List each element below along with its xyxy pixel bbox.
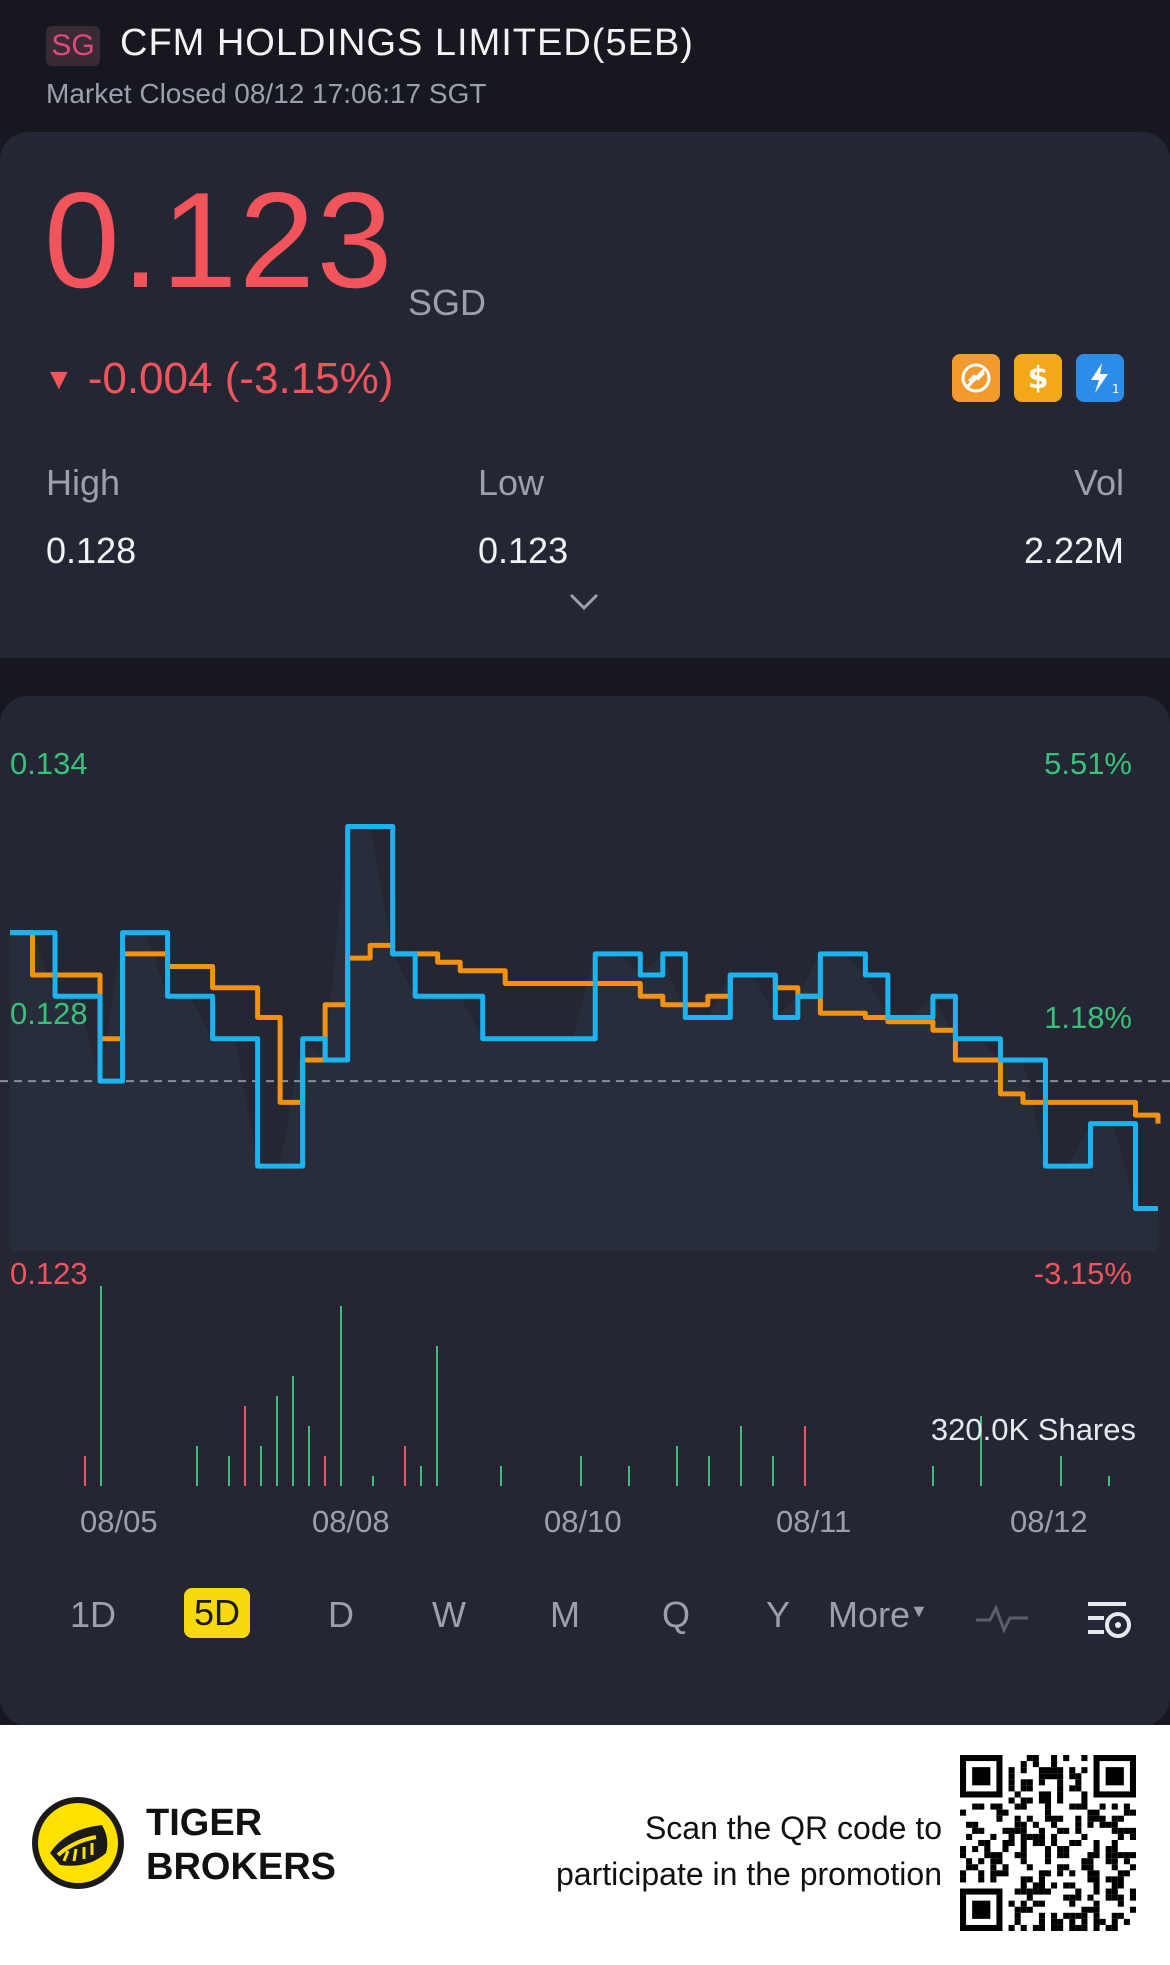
dollar-icon[interactable]: $ <box>1014 354 1062 402</box>
volume-bar <box>308 1426 310 1486</box>
volume-bar <box>1108 1476 1110 1486</box>
more-dropdown[interactable]: More▼ <box>828 1594 928 1636</box>
tab-m[interactable]: M <box>550 1594 580 1635</box>
y-pct-top: 5.51% <box>1044 746 1132 781</box>
tab-q[interactable]: Q <box>662 1594 691 1635</box>
y-label-bottom: 0.123 <box>10 1256 88 1291</box>
volume-bar <box>804 1426 806 1486</box>
currency-label: SGD <box>408 282 487 323</box>
volume-bar <box>980 1416 982 1486</box>
tiger-logo-icon <box>30 1795 126 1895</box>
chevron-down-icon[interactable] <box>566 590 602 618</box>
high-label: High <box>46 462 121 503</box>
volume-bar <box>580 1456 582 1486</box>
market-badge: SG <box>46 26 100 66</box>
promo-line2: participate in the promotion <box>556 1856 942 1892</box>
volume-bar <box>676 1446 678 1486</box>
x-label-0811: 08/11 <box>776 1504 852 1539</box>
y-pct-bottom: -3.15% <box>1033 1256 1132 1291</box>
promo-text: Scan the QR code to participate in the p… <box>556 1805 942 1897</box>
volume-bar <box>244 1406 246 1486</box>
low-label: Low <box>478 462 545 503</box>
svg-text:1: 1 <box>1112 382 1118 396</box>
lightning-level1-icon[interactable]: 1 <box>1076 354 1124 402</box>
promo-footer: TIGER BROKERS Scan the QR code to partic… <box>0 1725 1170 1965</box>
volume-bar <box>84 1456 86 1486</box>
volume-bar <box>100 1286 102 1486</box>
tab-d[interactable]: D <box>328 1594 354 1635</box>
volume-bar <box>628 1466 630 1486</box>
y-label-top: 0.134 <box>10 746 88 781</box>
price-chart[interactable] <box>0 696 1170 1726</box>
volume-bar <box>276 1396 278 1486</box>
volume-bar <box>420 1466 422 1486</box>
y-pct-mid: 1.18% <box>1044 1000 1132 1035</box>
chart-settings-icon[interactable] <box>1082 1594 1134 1646</box>
volume-bar <box>772 1456 774 1486</box>
vol-label: Vol <box>1073 462 1124 503</box>
down-triangle-icon: ▼ <box>44 363 74 396</box>
price-line <box>10 823 1158 1212</box>
volume-bar <box>932 1466 934 1486</box>
volume-bar <box>740 1426 742 1486</box>
volume-bar <box>436 1346 438 1486</box>
volume-bar <box>228 1456 230 1486</box>
volume-bar <box>372 1476 374 1486</box>
stock-title[interactable]: CFM HOLDINGS LIMITED(5EB) <box>120 22 694 64</box>
chart-card: 0.134 0.128 0.123 5.51% 1.18% -3.15% 320… <box>0 696 1170 1726</box>
more-label: More <box>828 1594 911 1635</box>
volume-bar <box>500 1466 502 1486</box>
quote-card: 0.123 SGD ▼ -0.004 (-3.15%) $ 1 High 0.12… <box>0 132 1170 658</box>
volume-bar <box>196 1446 198 1486</box>
volume-bar <box>1060 1456 1062 1486</box>
brand-line2: BROKERS <box>146 1846 337 1888</box>
volume-bar <box>260 1446 262 1486</box>
y-label-mid: 0.128 <box>10 996 88 1031</box>
indicator-icon[interactable] <box>974 1604 1030 1638</box>
x-label-0805: 08/05 <box>80 1504 158 1539</box>
qr-code[interactable] <box>960 1755 1136 1931</box>
header: SG CFM HOLDINGS LIMITED(5EB) Market Clos… <box>0 0 1170 130</box>
price-change: ▼ -0.004 (-3.15%) <box>44 354 393 404</box>
volume-bar <box>708 1456 710 1486</box>
price-change-value: -0.004 (-3.15%) <box>87 354 394 403</box>
tab-5d[interactable]: 5D <box>184 1588 251 1638</box>
tab-1d[interactable]: 1D <box>70 1594 117 1635</box>
tab-w[interactable]: W <box>432 1594 466 1635</box>
volume-bar <box>404 1446 406 1486</box>
high-value: 0.128 <box>46 530 137 571</box>
x-label-0808: 08/08 <box>312 1504 390 1539</box>
no-short-icon[interactable] <box>952 354 1000 402</box>
vol-value: 2.22M <box>1023 530 1124 571</box>
volume-bar <box>324 1456 326 1486</box>
svg-text:$: $ <box>1028 361 1049 396</box>
caret-down-icon: ▼ <box>910 1601 928 1621</box>
volume-bar <box>292 1376 294 1486</box>
feature-icons: $ 1 <box>952 354 1124 402</box>
promo-line1: Scan the QR code to <box>644 1810 942 1846</box>
tab-y[interactable]: Y <box>766 1594 791 1635</box>
volume-bar <box>340 1306 342 1486</box>
average-price-line <box>10 930 1161 1124</box>
x-label-0812: 08/12 <box>1010 1504 1088 1539</box>
low-value: 0.123 <box>478 530 569 571</box>
last-price: 0.123 <box>44 164 395 316</box>
brand-line1: TIGER <box>146 1802 263 1844</box>
volume-scale-label: 320.0K Shares <box>930 1412 1136 1447</box>
market-status: Market Closed 08/12 17:06:17 SGT <box>46 78 487 109</box>
x-label-0810: 08/10 <box>544 1504 622 1539</box>
brand-name: TIGER BROKERS <box>146 1801 336 1889</box>
